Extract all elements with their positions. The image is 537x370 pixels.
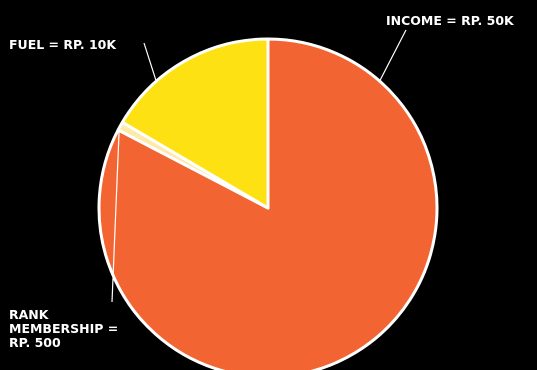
leader-line-income <box>379 29 407 81</box>
leader-lines <box>111 29 407 303</box>
pie-slice-fuel <box>120 37 270 210</box>
slice-label-fuel: FUEL = RP. 10K <box>9 37 117 52</box>
pie-slices <box>97 37 439 370</box>
slice-label-rank-line-2: MEMBERSHIP = <box>9 321 118 336</box>
leader-line-rank-membership <box>111 125 120 303</box>
slice-label-rank-line-1: RANK <box>9 307 50 322</box>
slice-label-income: INCOME = RP. 50K <box>386 13 515 28</box>
leader-line-fuel <box>143 42 157 81</box>
slice-label-rank-line-3: RP. 500 <box>9 335 61 350</box>
slice-label-rank-membership: RANK MEMBERSHIP = RP. 500 <box>9 307 123 350</box>
